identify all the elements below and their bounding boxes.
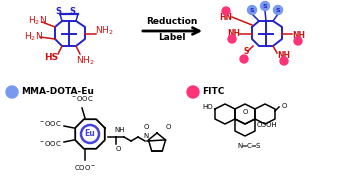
Text: S: S: [243, 46, 249, 56]
Text: $^-$OOC: $^-$OOC: [70, 94, 94, 103]
Text: $\mathsf{H_2N}$: $\mathsf{H_2N}$: [28, 15, 47, 27]
Text: O: O: [143, 124, 149, 130]
Text: S: S: [263, 4, 267, 9]
Text: $\mathsf{H_2N}$: $\mathsf{H_2N}$: [24, 31, 43, 43]
Text: O: O: [165, 124, 171, 130]
Text: N$\!\!=\!\!$C$\!\!=\!\!$S: N$\!\!=\!\!$C$\!\!=\!\!$S: [237, 141, 261, 150]
Text: S: S: [55, 6, 61, 15]
Circle shape: [222, 7, 230, 15]
Text: $\mathsf{NH_2}$: $\mathsf{NH_2}$: [76, 55, 95, 67]
Text: O: O: [282, 103, 287, 109]
Circle shape: [228, 35, 236, 43]
Text: S: S: [250, 8, 254, 12]
Text: Eu: Eu: [85, 129, 96, 139]
Circle shape: [280, 57, 288, 65]
Text: $\mathsf{NH_2}$: $\mathsf{NH_2}$: [95, 25, 114, 37]
Circle shape: [81, 125, 99, 143]
Text: N: N: [143, 133, 149, 139]
Text: O: O: [115, 146, 121, 152]
Text: FITC: FITC: [202, 88, 224, 97]
Text: MMA-DOTA-Eu: MMA-DOTA-Eu: [21, 88, 94, 97]
Text: HO: HO: [202, 104, 213, 110]
Text: S: S: [276, 8, 280, 12]
Text: Reduction: Reduction: [146, 18, 198, 26]
Text: NH: NH: [227, 29, 240, 39]
Circle shape: [187, 86, 199, 98]
Text: O: O: [242, 109, 248, 115]
Text: COO$^-$: COO$^-$: [74, 163, 96, 172]
Text: NH: NH: [292, 32, 305, 40]
Text: HS: HS: [44, 53, 58, 61]
Text: Label: Label: [158, 33, 186, 42]
Text: HN: HN: [219, 12, 232, 22]
Text: $^-$OOC: $^-$OOC: [38, 119, 62, 129]
Circle shape: [260, 2, 270, 11]
Text: S: S: [69, 6, 75, 15]
Text: NH: NH: [277, 50, 290, 60]
Circle shape: [248, 5, 256, 15]
Circle shape: [294, 37, 302, 45]
Circle shape: [240, 55, 248, 63]
Text: $^-$OOC: $^-$OOC: [38, 139, 62, 149]
Text: NH: NH: [115, 127, 125, 133]
Circle shape: [273, 5, 283, 15]
Circle shape: [6, 86, 18, 98]
Text: COOH: COOH: [257, 122, 278, 128]
